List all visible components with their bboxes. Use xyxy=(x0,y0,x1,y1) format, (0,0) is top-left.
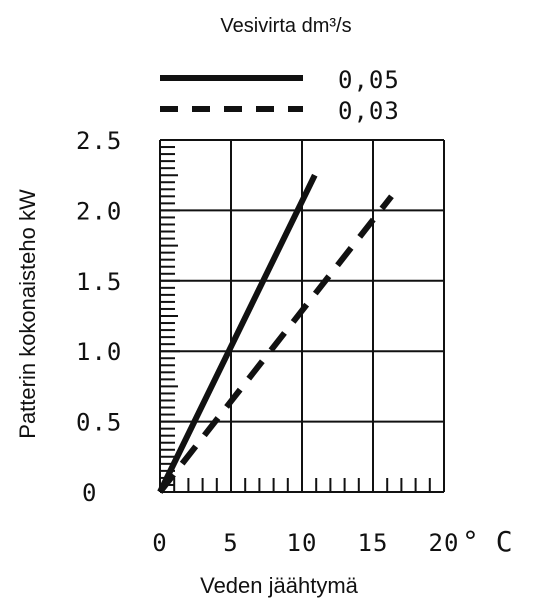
plot-area: 0 5 10 15 20 0 0.5 1.0 1.5 2.0 2.5 xyxy=(76,127,460,557)
x-axis-label: Veden jäähtymä xyxy=(200,573,359,598)
y-tick-label: 0 xyxy=(82,479,97,507)
legend-label-dashed: 0,03 xyxy=(338,97,400,125)
legend: 0,05 0,03 xyxy=(160,66,400,125)
y-tick-label: 0.5 xyxy=(76,409,122,437)
x-tick-label: 20 xyxy=(429,529,460,557)
x-tick-label: 5 xyxy=(223,529,238,557)
x-unit-label: ° C xyxy=(462,525,513,558)
y-tick-label: 2.0 xyxy=(76,197,122,225)
y-axis-label: Patterin kokonaisteho kW xyxy=(15,189,40,439)
y-tick-label: 2.5 xyxy=(76,127,122,155)
x-tick-label: 0 xyxy=(152,529,167,557)
x-tick-label: 15 xyxy=(358,529,389,557)
y-tick-label: 1.0 xyxy=(76,338,122,366)
series-line-dashed xyxy=(157,194,394,494)
legend-title: Vesivirta dm³/s xyxy=(220,15,351,37)
y-tick-label: 1.5 xyxy=(76,268,122,296)
legend-label-solid: 0,05 xyxy=(338,66,400,94)
x-tick-label: 10 xyxy=(287,529,318,557)
series-line-solid xyxy=(157,173,318,494)
